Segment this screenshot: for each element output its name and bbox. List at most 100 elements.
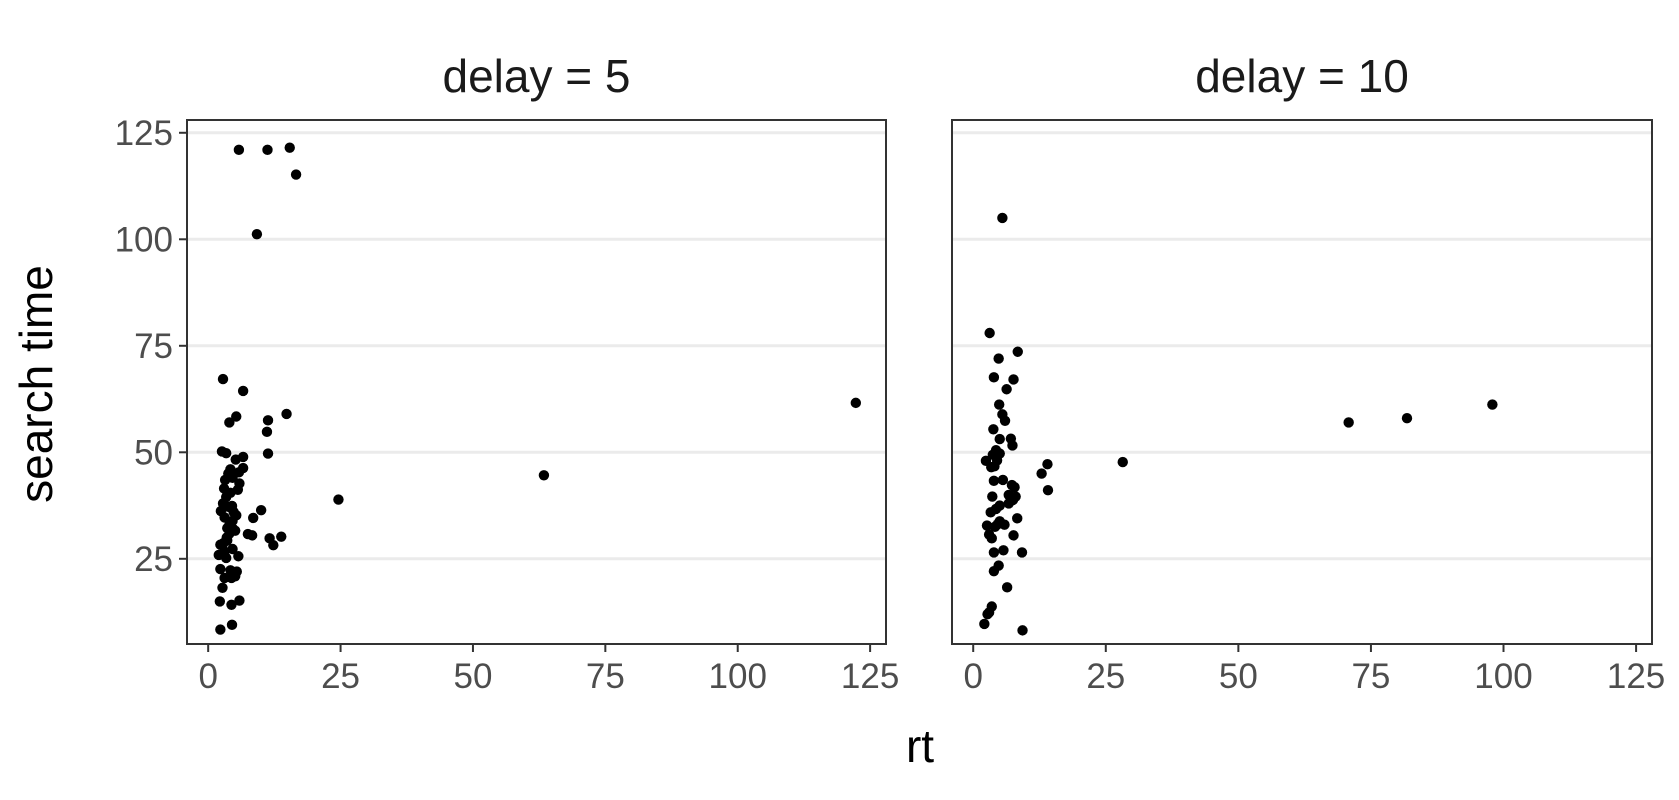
data-point: [1017, 625, 1028, 636]
data-point: [988, 475, 1000, 487]
data-point: [276, 531, 287, 542]
panel-border: [951, 119, 1653, 645]
x-tick-label: 75: [586, 657, 625, 696]
data-point: [233, 144, 245, 156]
data-point: [993, 353, 1004, 364]
facet-title: delay = 10: [1195, 50, 1409, 102]
data-point: [1007, 440, 1018, 451]
x-tick-label: 25: [321, 657, 360, 696]
data-point: [333, 494, 344, 505]
data-point: [233, 551, 244, 562]
data-point: [219, 474, 231, 486]
y-tick-label: 75: [134, 327, 173, 366]
data-point: [979, 618, 990, 630]
data-point: [999, 415, 1011, 426]
data-point: [1042, 485, 1054, 496]
data-point: [850, 397, 862, 409]
data-point: [1008, 374, 1019, 385]
data-point: [251, 228, 263, 240]
data-point: [214, 596, 226, 607]
data-point: [997, 474, 1009, 486]
data-point: [1003, 498, 1014, 509]
data-point: [237, 451, 249, 463]
y-tick-label: 100: [115, 220, 173, 259]
data-point: [237, 385, 249, 397]
data-point: [1487, 399, 1498, 410]
data-point: [1042, 459, 1053, 470]
x-tick-label: 125: [841, 657, 899, 696]
x-tick-label: 25: [1086, 657, 1125, 696]
data-point: [234, 595, 245, 606]
x-tick-label: 0: [963, 657, 982, 696]
x-tick-label: 0: [198, 657, 217, 696]
data-point: [985, 507, 996, 518]
data-point: [1001, 384, 1012, 395]
panel-background: [187, 120, 886, 644]
data-point: [284, 142, 295, 153]
y-tick-label: 50: [134, 433, 173, 472]
x-axis-title: rt: [906, 720, 934, 772]
panel-border: [186, 119, 887, 645]
data-point: [224, 417, 235, 428]
facet-panel-1: delay = 5 0 25 50 75 100 125 25 50 75 100 125: [115, 50, 900, 696]
data-point: [262, 144, 273, 156]
data-point: [231, 411, 242, 422]
data-point: [262, 448, 274, 459]
data-point: [1016, 547, 1028, 558]
x-tick-label: 100: [709, 657, 767, 696]
x-tick-label: 75: [1351, 657, 1390, 696]
data-point: [997, 212, 1008, 224]
data-point: [988, 372, 1000, 383]
data-point: [1401, 413, 1413, 424]
data-point: [1012, 513, 1023, 524]
data-point: [988, 547, 1000, 558]
x-tick-label: 50: [1219, 657, 1258, 696]
data-point: [290, 169, 302, 180]
data-point: [986, 462, 997, 473]
data-point: [1117, 456, 1128, 468]
data-point: [1008, 530, 1019, 541]
data-point: [1009, 482, 1020, 493]
data-point: [994, 433, 1005, 445]
data-point: [988, 565, 1000, 577]
data-point: [226, 619, 238, 631]
data-point: [981, 520, 993, 531]
data-point: [220, 447, 232, 459]
data-point: [217, 373, 229, 385]
data-point: [999, 519, 1010, 530]
data-point: [984, 327, 995, 339]
data-point: [987, 491, 998, 502]
data-point: [1036, 468, 1047, 479]
data-point: [219, 572, 230, 584]
facet-panel-2: delay = 10 0 25 50 75 100 125: [951, 50, 1665, 696]
data-point: [988, 424, 999, 435]
data-point: [982, 608, 993, 620]
data-point: [220, 552, 232, 564]
y-tick-label: 25: [134, 540, 173, 579]
data-point: [262, 415, 274, 426]
data-point: [1343, 417, 1354, 428]
data-point: [215, 624, 226, 635]
x-tick-label: 50: [453, 657, 492, 696]
panel-background: [952, 120, 1652, 644]
data-point: [993, 399, 1005, 410]
y-axis-title: search time: [10, 265, 62, 503]
data-point: [998, 545, 1009, 556]
x-tick-label: 125: [1607, 657, 1665, 696]
data-point: [247, 512, 259, 524]
data-point: [989, 521, 1001, 533]
data-point: [1012, 346, 1023, 357]
data-point: [1001, 582, 1013, 593]
data-point: [268, 539, 279, 551]
data-point: [226, 599, 237, 611]
x-tick-label: 100: [1474, 657, 1532, 696]
y-tick-label: 125: [115, 114, 173, 153]
facet-title: delay = 5: [443, 50, 631, 102]
data-point: [215, 563, 226, 575]
data-point: [538, 470, 550, 481]
data-point: [217, 582, 228, 593]
data-point: [227, 543, 238, 555]
data-point: [986, 533, 997, 544]
